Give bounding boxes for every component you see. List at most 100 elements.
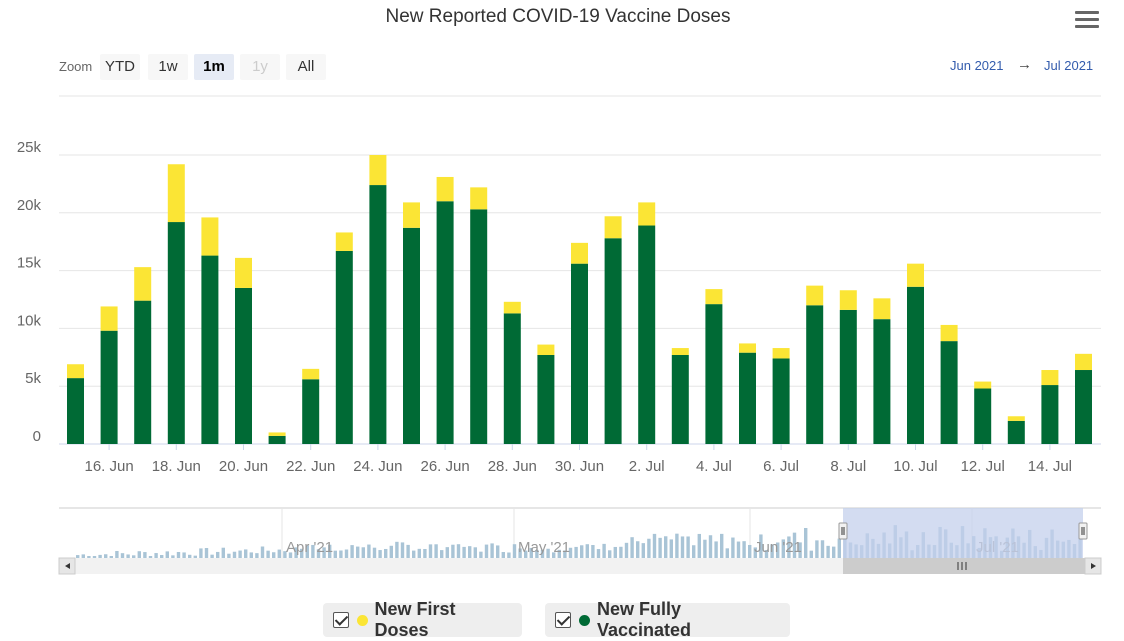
navigator-bar [837,538,841,558]
navigator-bar [484,544,489,558]
y-tick-label: 25k [17,139,42,156]
legend-item-first-doses[interactable]: New First Doses [323,599,522,640]
navigator-bar [260,546,265,558]
x-tick-label: 8. Jul [830,458,866,475]
navigator-bar [770,544,774,558]
range-from[interactable]: Jun 2021 [950,58,1004,73]
navigator-bar [333,550,337,558]
navigator-bar [792,532,797,558]
navigator-bar [232,551,237,558]
navigator-bar [815,540,819,558]
navigator-bar [87,556,91,558]
navigator-bar [468,546,472,558]
x-tick-label: 6. Jul [763,458,799,475]
navigator-bar [210,554,214,558]
navigator-bar [574,546,578,558]
navigator-bar [434,544,438,558]
bar-fully-vaccinated [201,255,219,444]
scrollbar-thumb[interactable] [843,558,1085,574]
bar-fully-vaccinated [67,378,84,444]
range-to[interactable]: Jul 2021 [1044,58,1094,73]
navigator-bar [300,548,304,558]
bar-first-doses [1007,416,1025,421]
range-arrow: → [1017,56,1032,73]
navigator-label: Apr '21 [286,539,333,556]
navigator-bar [535,549,539,558]
navigator-bar [742,541,746,558]
bar-fully-vaccinated [940,341,958,444]
navigator-bar [120,553,125,558]
navigator-bar [776,542,780,558]
navigator-label: Jun '21 [754,539,802,556]
fully-vaccinated-dot-icon [579,614,590,626]
navigator-bar [630,537,634,558]
x-tick-label: 26. Jun [420,458,469,475]
fully-vaccinated-checkbox[interactable] [555,612,571,628]
navigator-bar [507,552,511,558]
bar-fully-vaccinated [235,287,252,444]
navigator-bar [417,548,421,558]
navigator-bar [736,541,741,558]
zoom-label: Zoom [59,59,93,74]
bar-first-doses [907,263,924,287]
navigator-bar [249,552,253,558]
navigator-bar [238,550,242,558]
navigator-bar [115,550,119,558]
x-tick-label: 22. Jun [286,458,335,475]
scrollbar-track [59,558,1101,574]
scroll-right-arrow-icon [1091,563,1096,569]
navigator-bar [568,547,573,558]
bar-fully-vaccinated [604,238,622,444]
navigator-bar [344,549,349,558]
navigator-bar [748,544,752,558]
navigator-bar [753,547,757,558]
navigator-bar [440,550,444,558]
navigator-bar [81,554,85,558]
navigator-bar [322,547,326,558]
navigator-bar [328,544,332,558]
bar-first-doses [739,343,756,353]
navigator-bar [160,555,164,558]
navigator-bar [557,549,561,558]
x-tick-label: 24. Jun [353,458,402,475]
navigator-left-handle[interactable] [838,522,848,540]
navigator-bar [546,548,550,558]
zoom-ytd-button[interactable]: YTD [100,54,140,80]
navigator-bar [283,551,287,558]
bar-fully-vaccinated [638,225,656,444]
navigator-bar [764,550,769,558]
navigator-bar [787,536,791,558]
navigator-right-handle[interactable] [1078,522,1088,540]
bar-fully-vaccinated [470,209,488,444]
navigator-bar [76,555,80,558]
navigator-bar [384,548,388,558]
navigator-bar [193,555,197,558]
bar-first-doses [403,202,420,228]
navigator-bar [92,556,97,558]
x-tick-label: 20. Jun [219,458,268,475]
bar-fully-vaccinated [839,309,857,444]
first-doses-checkbox[interactable] [333,612,349,628]
zoom-1w-button[interactable]: 1w [148,54,188,80]
bar-fully-vaccinated [739,352,756,444]
navigator-bar [132,555,136,558]
navigator-bar [686,536,690,558]
navigator-bar [288,552,293,558]
navigator-bar [221,547,225,558]
chart-svg: 0 5k 10k 15k 20k 25k 16. Jun 18. Jun 20. Jun 22.… [17,95,1102,575]
navigator-bar [339,550,343,558]
legend-item-fully-vaccinated[interactable]: New Fully Vaccinated [545,599,790,640]
bar-fully-vaccinated [1041,385,1059,444]
navigator-bar [619,546,623,558]
menu-icon[interactable] [1075,11,1099,31]
zoom-1y-button: 1y [240,54,280,80]
navigator-bar [406,544,410,558]
bar-first-doses [571,242,588,264]
bar-first-doses [201,217,219,256]
navigator-bar [826,545,830,558]
bar-first-doses [470,187,488,210]
navigator-bar [613,546,617,558]
zoom-1m-button[interactable]: 1m [194,54,234,80]
navigator-bar [479,551,483,558]
zoom-all-button[interactable]: All [286,54,326,80]
